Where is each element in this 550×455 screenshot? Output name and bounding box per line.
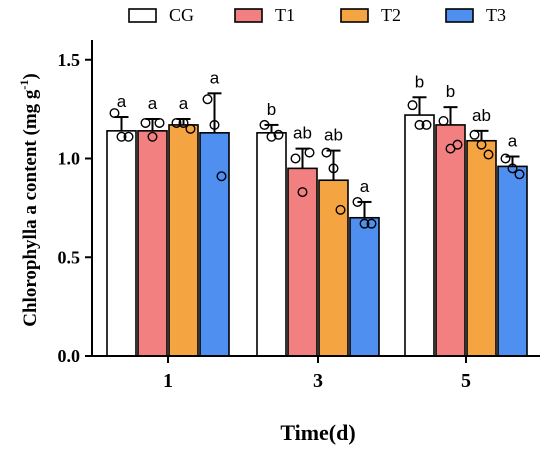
y-axis-label-superscript: -1: [17, 80, 31, 90]
data-point: [140, 117, 151, 128]
data-point: [407, 100, 418, 111]
data-point: [476, 139, 487, 150]
data-point: [359, 218, 370, 229]
data-point: [304, 147, 315, 158]
significance-letter: a: [148, 94, 158, 113]
data-point: [438, 115, 449, 126]
significance-letter: ab: [293, 124, 312, 143]
data-point: [185, 123, 196, 134]
bar-t2: [466, 139, 497, 357]
y-axis-label-main: Chlorophylla a content (mg g: [20, 89, 41, 327]
bar-t3: [199, 132, 230, 357]
bar-t1: [435, 124, 466, 357]
legend-label-t1: T1: [275, 5, 295, 25]
bar-t3: [349, 216, 380, 357]
significance-letter: a: [508, 132, 518, 151]
data-point: [421, 119, 432, 130]
significance-letter: a: [360, 177, 370, 196]
y-tick-label: 1.5: [58, 50, 81, 70]
data-point: [321, 147, 332, 158]
significance-letter: b: [415, 72, 424, 91]
legend-label-t2: T2: [381, 5, 401, 25]
data-point: [273, 129, 284, 140]
data-point: [147, 131, 158, 142]
bar-t2: [168, 124, 199, 357]
data-point: [109, 108, 120, 119]
data-point: [469, 129, 480, 140]
x-tick-label: 3: [313, 370, 323, 392]
legend-swatch-cg: [128, 8, 157, 23]
data-point: [171, 117, 182, 128]
x-ticks: 1 3 5: [163, 356, 471, 392]
data-point: [352, 196, 363, 207]
significance-letter: ab: [472, 106, 491, 125]
y-ticks: 0.0 0.5 1.0 1.5: [58, 50, 92, 366]
data-point: [290, 153, 301, 164]
significance-letter: b: [446, 82, 455, 101]
significance-letter: b: [267, 100, 276, 119]
significance-letter: a: [210, 68, 220, 87]
bar-t1: [287, 167, 318, 357]
data-point: [209, 119, 220, 130]
legend-swatch-t3: [445, 8, 474, 23]
data-point: [366, 218, 377, 229]
legend-label-cg: CG: [169, 5, 194, 25]
significance-letter: a: [117, 92, 127, 111]
y-axis-label-close: ): [20, 73, 41, 79]
data-point: [259, 119, 270, 130]
data-point: [123, 131, 134, 142]
legend: CG T1 T2 T3: [128, 5, 506, 25]
y-tick-label: 1.0: [58, 149, 81, 169]
data-point: [266, 131, 277, 142]
bar-cg: [106, 130, 137, 357]
bar-cg: [404, 114, 435, 357]
data-point: [514, 169, 525, 180]
y-axis-label: Chlorophylla a content (mg g-1): [17, 73, 41, 327]
data-point: [500, 153, 511, 164]
significance-letter: a: [179, 94, 189, 113]
data-point: [216, 171, 227, 182]
data-point: [202, 94, 213, 105]
bar-t1: [137, 130, 168, 357]
y-tick-label: 0.5: [58, 247, 81, 267]
data-point: [154, 117, 165, 128]
data-point: [507, 163, 518, 174]
x-tick-label: 5: [461, 370, 471, 392]
y-tick-label: 0.0: [58, 346, 81, 366]
legend-swatch-t2: [340, 8, 369, 23]
data-point: [297, 187, 308, 198]
bar-t2: [318, 179, 349, 357]
bar-t3: [497, 165, 528, 357]
data-point: [328, 163, 339, 174]
data-point: [483, 149, 494, 160]
data-point: [335, 204, 346, 215]
bar-cg: [256, 132, 287, 357]
data-point: [116, 131, 127, 142]
significance-letter: ab: [324, 126, 343, 145]
x-tick-label: 1: [163, 370, 173, 392]
legend-label-t3: T3: [486, 5, 506, 25]
data-point: [178, 117, 189, 128]
x-axis-label: Time(d): [280, 420, 355, 445]
legend-swatch-t1: [234, 8, 263, 23]
data-point: [414, 119, 425, 130]
data-point: [452, 139, 463, 150]
